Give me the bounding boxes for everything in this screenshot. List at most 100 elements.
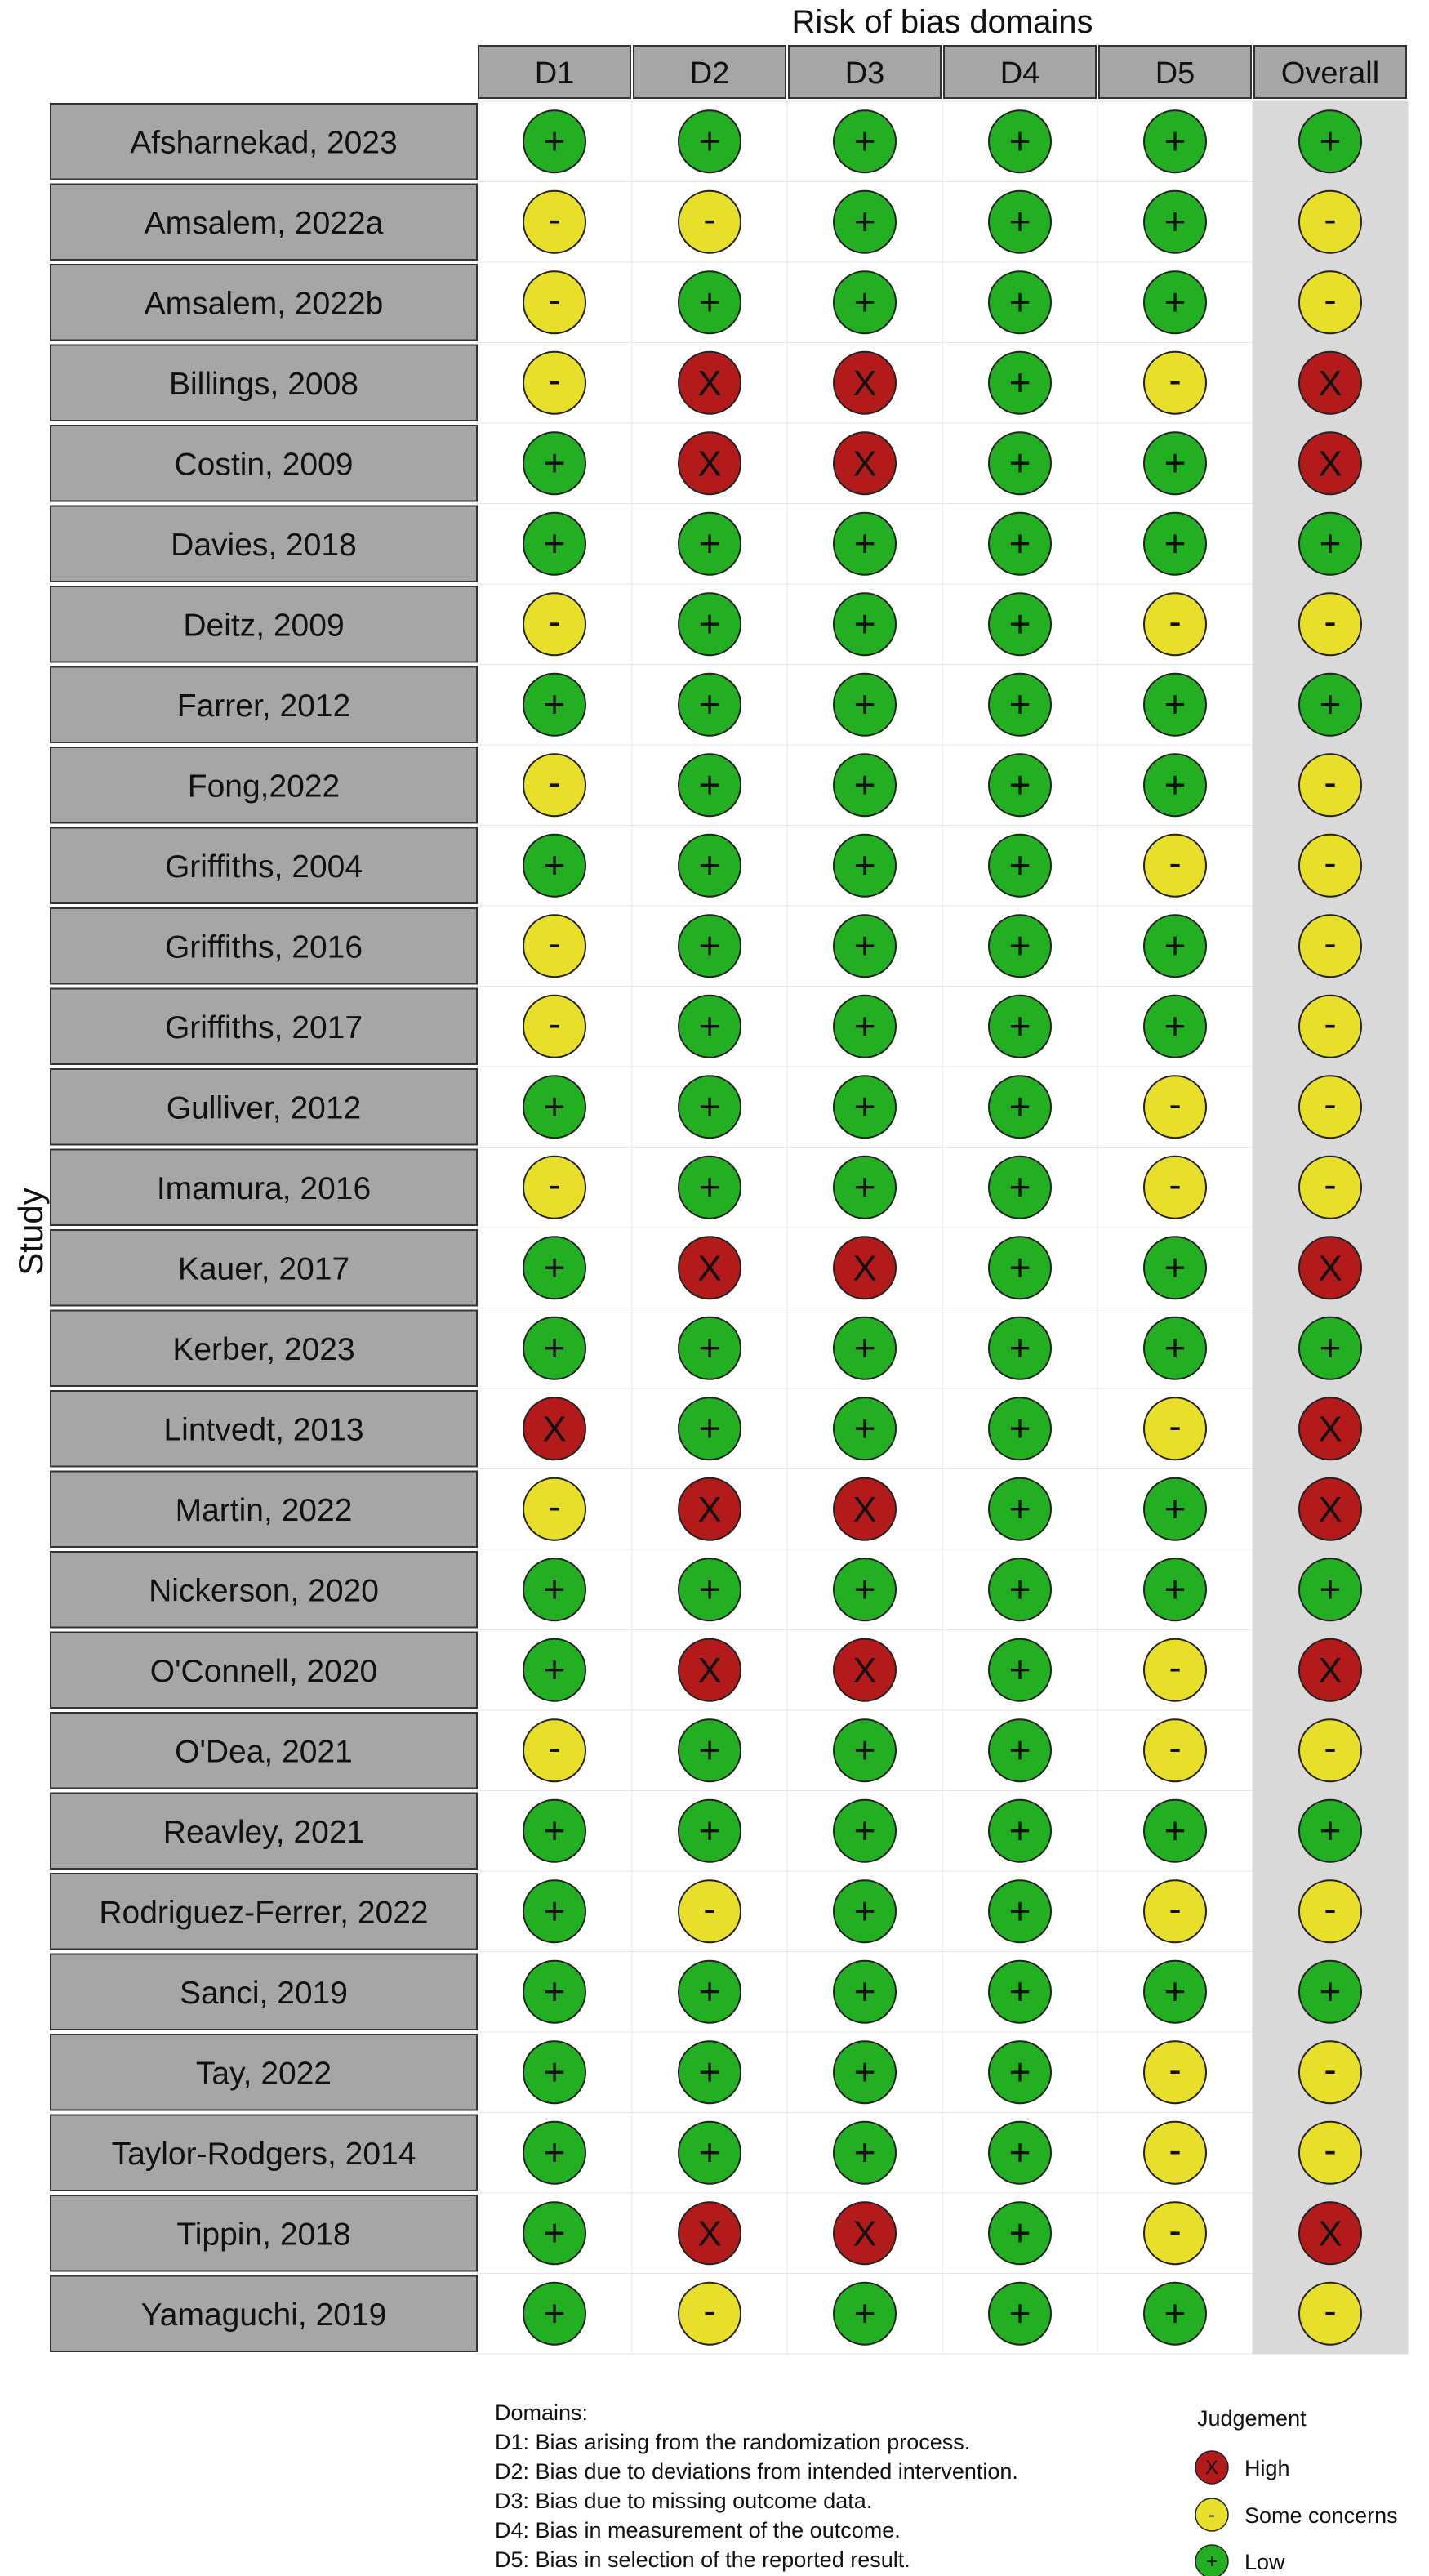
study-label-box [50, 666, 478, 743]
judgement-symbol: + [1164, 441, 1186, 484]
study-label-box [50, 344, 478, 421]
judgement-symbol: X [697, 443, 721, 484]
judgement-circle [1143, 1959, 1207, 2024]
judgement-symbol: + [544, 2050, 566, 2092]
judgement-mark-some: - [523, 350, 586, 415]
judgement-mark-high: X [833, 431, 897, 496]
judgement-mark-low: + [988, 914, 1052, 978]
judgement-symbol: - [548, 1485, 560, 1527]
judgement-symbol: + [1009, 200, 1031, 243]
judgement-mark-low: + [988, 2281, 1052, 2346]
legend-symbol: + [1206, 2551, 1218, 2573]
judgement-mark-low: + [833, 1879, 897, 1944]
study-label-box [50, 2034, 478, 2111]
judgement-circle [523, 914, 586, 978]
judgement-symbol: - [1169, 2048, 1181, 2090]
judgement-circle [1298, 1236, 1362, 1300]
judgement-circle [833, 1397, 897, 1461]
judgement-circle [833, 1477, 897, 1541]
judgement-symbol: + [544, 522, 566, 564]
judgement-legend-heading: Judgement [1197, 2406, 1307, 2431]
judgement-symbol: - [1169, 2208, 1181, 2251]
judgement-mark-low: + [523, 1316, 586, 1380]
judgement-mark-low: + [988, 270, 1052, 335]
judgement-symbol: + [699, 1567, 721, 1610]
judgement-mark-some: - [1298, 2040, 1362, 2105]
judgement-circle [1298, 2201, 1362, 2266]
column-header-d5: D5 [1155, 56, 1195, 91]
judgement-circle [988, 270, 1052, 335]
judgement-symbol: + [544, 844, 566, 886]
judgement-symbol: + [854, 1970, 876, 2012]
judgement-symbol: + [1009, 1165, 1031, 1208]
legend-label: High [1244, 2456, 1290, 2480]
judgement-circle [523, 2201, 586, 2266]
judgement-symbol: + [1009, 280, 1031, 323]
column-header-box [478, 45, 631, 99]
study-label: Fong,2022 [188, 769, 341, 804]
judgement-symbol: + [544, 1648, 566, 1691]
judgement-circle [1298, 914, 1362, 978]
study-label: Costin, 2009 [175, 447, 354, 482]
judgement-symbol: + [1009, 1567, 1031, 1610]
judgement-mark-high: X [1298, 350, 1362, 415]
study-label: Martin, 2022 [176, 1493, 353, 1528]
judgement-mark-low: + [523, 109, 586, 174]
judgement-mark-low: + [678, 511, 741, 576]
judgement-mark-low: + [1143, 672, 1207, 737]
judgement-mark-low: + [523, 1558, 586, 1622]
judgement-symbol: + [1009, 1889, 1031, 1932]
judgement-circle [1143, 1397, 1207, 1461]
judgement-mark-high: X [678, 1236, 741, 1300]
judgement-mark-low: + [1298, 1798, 1362, 1863]
judgement-mark-some: - [1143, 2201, 1207, 2266]
study-label: Sanci, 2019 [180, 1976, 348, 2011]
judgement-symbol: - [703, 1887, 715, 1929]
judgement-mark-low: + [523, 511, 586, 576]
judgement-circle [988, 753, 1052, 818]
judgement-circle [1298, 511, 1362, 576]
judgement-symbol: + [1320, 119, 1342, 162]
judgement-circle [988, 1558, 1052, 1622]
judgement-symbol: + [1009, 2050, 1031, 2092]
judgement-mark-low: + [523, 431, 586, 496]
study-label-box [50, 1309, 478, 1387]
judgement-circle [988, 2040, 1052, 2105]
judgement-symbol: + [544, 2131, 566, 2173]
judgement-mark-low: + [833, 109, 897, 174]
judgement-mark-some: - [1298, 914, 1362, 978]
judgement-mark-low: + [833, 1155, 897, 1219]
domains-legend-heading: Domains: [495, 2400, 588, 2425]
judgement-symbol: + [544, 1970, 566, 2012]
study-label-box [50, 1068, 478, 1146]
judgement-mark-some: - [1143, 592, 1207, 657]
judgement-mark-some: - [1143, 1397, 1207, 1461]
judgement-mark-low: + [988, 1959, 1052, 2024]
judgement-mark-high: X [678, 350, 741, 415]
judgement-circle [1298, 1638, 1362, 1702]
study-label: O'Dea, 2021 [175, 1734, 353, 1769]
study-label: Farrer, 2012 [177, 689, 350, 724]
judgement-symbol: + [854, 683, 876, 725]
judgement-circle [833, 1075, 897, 1139]
judgement-circle [833, 833, 897, 898]
judgement-circle [988, 2201, 1052, 2266]
judgement-mark-some: - [678, 2281, 741, 2346]
judgement-mark-low: + [833, 189, 897, 254]
study-label-box [50, 1390, 478, 1468]
domains-legend-item: D4: Bias in measurement of the outcome. [495, 2518, 901, 2543]
judgement-symbol: - [548, 1163, 560, 1206]
judgement-circle [678, 2040, 741, 2105]
judgement-circle [523, 2120, 586, 2185]
judgement-circle [833, 1638, 897, 1702]
judgement-symbol: - [1324, 1887, 1336, 1929]
judgement-circle [523, 1236, 586, 1300]
domains-legend-item: D1: Bias arising from the randomization … [495, 2430, 970, 2454]
judgement-symbol: + [854, 2292, 876, 2334]
judgement-symbol: + [854, 119, 876, 162]
judgement-marks: + + + + + +- - + + + -- + + + + -- X X + - X+ X X + + X+ + + + + +- + + +… [523, 109, 1362, 2346]
judgement-mark-some: - [1143, 1155, 1207, 1219]
judgement-circle [523, 2040, 586, 2105]
column-header-box [633, 45, 786, 99]
judgement-mark-low: + [1143, 109, 1207, 174]
